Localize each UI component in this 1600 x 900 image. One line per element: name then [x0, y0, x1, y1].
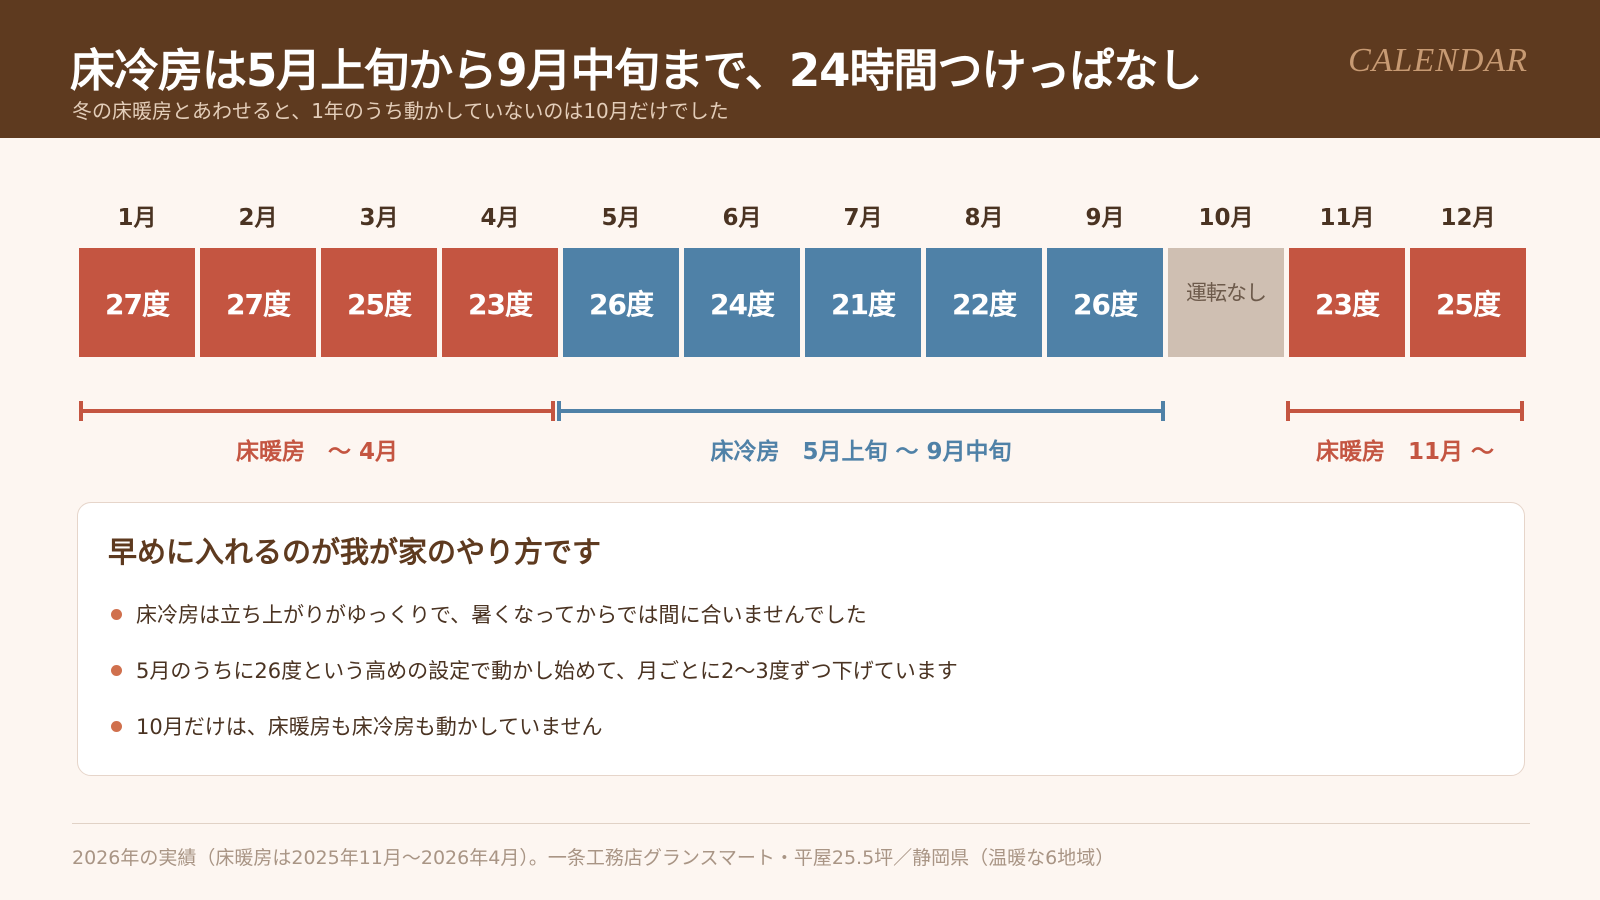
heating-range-label-autumn: 床暖房 11月 ～ — [1315, 439, 1494, 465]
cell-value: 27度 — [105, 287, 170, 321]
bullet-dot-icon — [111, 608, 122, 620]
tip-item: 床冷房は立ち上がりがゆっくりで、暑くなってからでは間に合いませんでした — [111, 599, 867, 629]
month-cell-cool: 26度 — [563, 248, 679, 357]
month-label: 9月 — [1085, 205, 1125, 231]
range-cap-start — [1286, 401, 1290, 421]
brand-label: CALENDAR — [1348, 42, 1528, 79]
month-cell-heat: 27度 — [200, 248, 316, 357]
month-label: 7月 — [843, 205, 883, 231]
cooling-range-label: 床冷房 5月上旬 ～ 9月中旬 — [710, 439, 1012, 465]
cell-value: 26度 — [589, 287, 654, 321]
month-label: 3月 — [359, 205, 399, 231]
cell-value: 27度 — [226, 287, 291, 321]
tip-text: 床冷房は立ち上がりがゆっくりで、暑くなってからでは間に合いませんでした — [136, 603, 867, 627]
range-cap-start — [79, 401, 83, 421]
month-label: 5月 — [601, 205, 641, 231]
cell-value: 運転なし — [1186, 281, 1267, 305]
month-cell-cool: 22度 — [926, 248, 1042, 357]
month-cell-heat: 23度 — [1289, 248, 1405, 357]
month-label: 11月 — [1319, 205, 1375, 231]
month-cell-cool: 21度 — [805, 248, 921, 357]
month-label: 10月 — [1198, 205, 1254, 231]
tips-card-title: 早めに入れるのが我が家のやり方です — [108, 535, 602, 569]
footer-note: 2026年の実績（床暖房は2025年11月～2026年4月）。一条工務店グランス… — [72, 847, 1115, 869]
month-cell-cool: 24度 — [684, 248, 800, 357]
range-cap-end — [1520, 401, 1524, 421]
month-label: 8月 — [964, 205, 1004, 231]
month-cells: 27度 27度 25度 23度 26度 24度 21度 22度 26度 運転なし 23度 25度 — [79, 248, 1526, 357]
month-cell-cool: 26度 — [1047, 248, 1163, 357]
month-cell-heat: 25度 — [321, 248, 437, 357]
heating-range-label-winter: 床暖房 ～ 4月 — [235, 439, 398, 465]
month-cell-heat: 27度 — [79, 248, 195, 357]
page-title: 床冷房は5月上旬から9月中旬まで、24時間つけっぱなし — [70, 44, 1202, 97]
month-cell-heat: 25度 — [1410, 248, 1526, 357]
bullet-dot-icon — [111, 664, 122, 676]
cell-value: 23度 — [1315, 287, 1380, 321]
cell-value: 21度 — [831, 287, 896, 321]
month-cell-heat: 23度 — [442, 248, 558, 357]
tip-item: 5月のうちに26度という高めの設定で動かし始めて、月ごとに2～3度ずつ下げていま… — [111, 655, 958, 685]
tip-item: 10月だけは、床暖房も床冷房も動かしていません — [111, 711, 602, 741]
cell-value: 23度 — [468, 287, 533, 321]
tip-text: 5月のうちに26度という高めの設定で動かし始めて、月ごとに2～3度ずつ下げていま… — [136, 659, 958, 683]
month-label: 6月 — [722, 205, 762, 231]
cell-value: 25度 — [347, 287, 412, 321]
month-label: 1月 — [117, 205, 157, 231]
heating-range-bar-winter — [79, 401, 555, 421]
bullet-dot-icon — [111, 720, 122, 732]
month-labels: 1月 2月 3月 4月 5月 6月 7月 8月 9月 10月 11月 12月 — [79, 198, 1523, 238]
month-label: 12月 — [1440, 205, 1496, 231]
month-label: 4月 — [480, 205, 520, 231]
cell-value: 25度 — [1436, 287, 1501, 321]
tips-card: 早めに入れるのが我が家のやり方です 床冷房は立ち上がりがゆっくりで、暑くなってか… — [77, 502, 1525, 776]
footer-divider — [72, 823, 1530, 824]
heating-range-bar-autumn — [1286, 401, 1524, 421]
month-label: 2月 — [238, 205, 278, 231]
cell-value: 26度 — [1073, 287, 1138, 321]
month-cell-off: 運転なし — [1168, 248, 1284, 357]
range-cap-end — [1161, 401, 1165, 421]
range-cap-end — [551, 401, 555, 421]
cooling-range-bar — [557, 401, 1165, 421]
cell-value: 24度 — [710, 287, 775, 321]
page-subtitle: 冬の床暖房とあわせると、1年のうち動かしていないのは10月だけでした — [72, 99, 729, 123]
cell-value: 22度 — [952, 287, 1017, 321]
range-cap-start — [557, 401, 561, 421]
page-header: 床冷房は5月上旬から9月中旬まで、24時間つけっぱなし 冬の床暖房とあわせると、… — [0, 0, 1600, 138]
tip-text: 10月だけは、床暖房も床冷房も動かしていません — [136, 715, 603, 739]
